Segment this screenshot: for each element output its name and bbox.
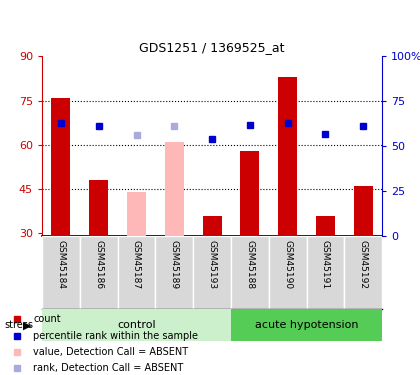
Text: GSM45192: GSM45192	[359, 240, 368, 289]
Text: GSM45188: GSM45188	[245, 240, 255, 289]
Text: GSM45191: GSM45191	[321, 240, 330, 289]
Bar	[42, 309, 231, 341]
Bar	[344, 236, 382, 309]
Text: GSM45187: GSM45187	[132, 240, 141, 289]
Bar	[240, 151, 259, 236]
Bar	[155, 236, 193, 309]
Text: GSM45184: GSM45184	[56, 240, 66, 289]
Text: GSM45193: GSM45193	[207, 240, 217, 289]
Bar	[42, 236, 80, 309]
Bar	[316, 216, 335, 236]
Title: GDS1251 / 1369525_at: GDS1251 / 1369525_at	[139, 41, 285, 54]
Text: GSM45189: GSM45189	[170, 240, 179, 289]
Bar	[52, 98, 71, 236]
Bar	[80, 236, 118, 309]
Text: count: count	[33, 314, 61, 324]
Text: control: control	[117, 320, 156, 330]
Text: ▶: ▶	[23, 320, 32, 330]
Bar	[278, 77, 297, 236]
Text: acute hypotension: acute hypotension	[255, 320, 358, 330]
Bar	[354, 186, 373, 236]
Bar	[118, 236, 155, 309]
Text: stress: stress	[4, 320, 33, 330]
Bar	[307, 236, 344, 309]
Bar	[231, 236, 269, 309]
Text: percentile rank within the sample: percentile rank within the sample	[33, 331, 198, 340]
Text: GSM45186: GSM45186	[94, 240, 103, 289]
Bar	[165, 142, 184, 236]
Bar	[269, 236, 307, 309]
Text: value, Detection Call = ABSENT: value, Detection Call = ABSENT	[33, 347, 189, 357]
Text: rank, Detection Call = ABSENT: rank, Detection Call = ABSENT	[33, 363, 184, 374]
Text: GSM45190: GSM45190	[283, 240, 292, 289]
Bar	[193, 236, 231, 309]
Bar	[203, 216, 222, 236]
Bar	[231, 309, 382, 341]
Bar	[127, 192, 146, 236]
Bar	[89, 180, 108, 236]
